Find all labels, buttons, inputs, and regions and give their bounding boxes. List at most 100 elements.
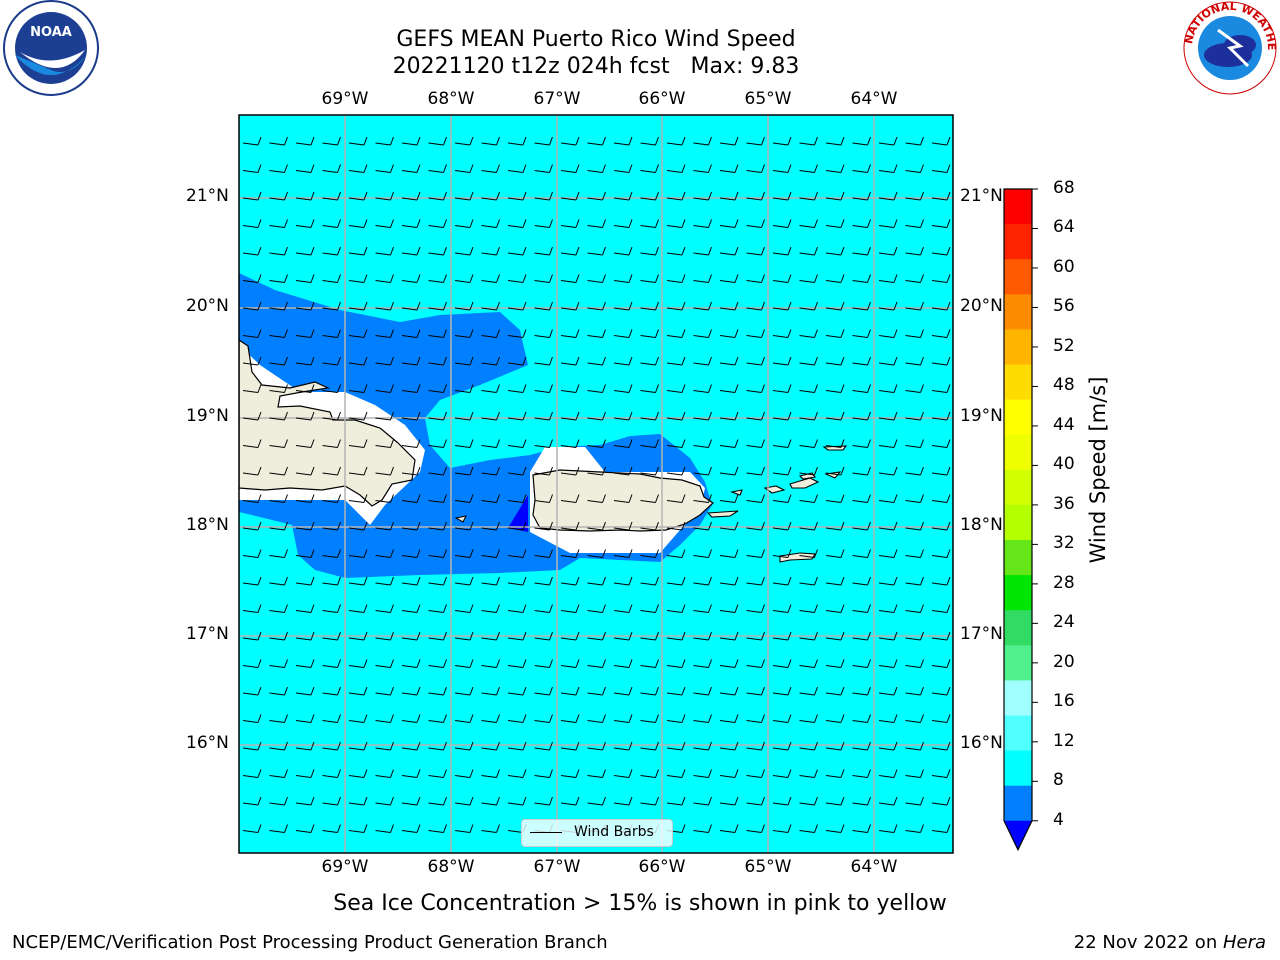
wind-barb <box>772 494 792 503</box>
wind-barb <box>507 466 527 476</box>
wind-barb <box>640 246 659 256</box>
wind-barb <box>507 219 527 228</box>
lon-label-bottom: 64°W <box>850 857 898 877</box>
wind-barb <box>931 301 951 311</box>
wind-barb <box>269 219 288 228</box>
wind-barb <box>772 714 792 723</box>
wind-barb <box>534 549 553 558</box>
wind-barb <box>746 384 765 393</box>
wind-barb <box>772 301 792 311</box>
wind-barb <box>746 356 765 366</box>
wind-barb <box>693 329 712 338</box>
wind-barb <box>852 301 871 311</box>
wind-barb <box>931 549 951 558</box>
wind-barb <box>560 549 580 558</box>
wind-barb <box>772 796 792 806</box>
footer-host: Hera <box>1222 932 1266 953</box>
puerto-rico-land <box>532 469 714 532</box>
wind-barb <box>746 494 765 503</box>
wind-barb <box>322 466 341 476</box>
wind-barb <box>799 246 818 256</box>
wind-barb <box>878 466 898 476</box>
wind-barb <box>640 301 659 311</box>
wind-barb <box>746 824 765 833</box>
wind-barb <box>587 274 606 283</box>
wind-barb <box>401 769 421 778</box>
wind-barb <box>269 494 288 503</box>
wind-barb <box>693 494 712 503</box>
colorbar-segment <box>1004 715 1032 752</box>
wind-barb <box>375 136 394 146</box>
wind-barb <box>931 824 951 833</box>
wind-barb <box>640 604 659 613</box>
wind-barb <box>719 824 739 833</box>
wind-barb <box>693 274 712 283</box>
wind-barb <box>746 631 765 641</box>
wind-barb <box>931 576 951 586</box>
wind-barb <box>852 439 871 448</box>
lon-label-bottom: 65°W <box>744 857 792 877</box>
wind-barb <box>481 604 500 613</box>
wind-barb <box>534 439 553 448</box>
wind-barb <box>640 521 659 531</box>
wind-barb <box>348 136 368 146</box>
wind-barb <box>719 604 739 613</box>
hispaniola-land <box>239 339 416 507</box>
wind-barb <box>693 384 712 393</box>
lon-label-bottom: 68°W <box>427 857 475 877</box>
wind-barb <box>666 714 686 723</box>
wind-barb <box>825 494 845 503</box>
wind-barb <box>507 136 527 146</box>
lat-label-right: 19°N <box>960 406 1003 426</box>
wind-barb <box>852 576 871 586</box>
wind-barb <box>613 549 633 558</box>
wind-barb <box>772 191 792 201</box>
legend-label: Wind Barbs <box>574 824 654 840</box>
chart-subtitle-line: 20221120 t12z 024h fcst Max: 9.83 <box>392 54 800 79</box>
wind-barb <box>613 219 633 228</box>
wind-barb <box>613 301 633 311</box>
wind-barb <box>905 136 924 146</box>
wind-barb <box>507 741 527 751</box>
wind-barb <box>454 384 474 393</box>
wind-barb <box>693 824 712 833</box>
wind-barb <box>693 466 712 476</box>
wind-barb <box>666 494 686 503</box>
wind-barb <box>295 191 315 201</box>
wind-barb <box>481 301 500 311</box>
wind-barb <box>454 686 474 696</box>
wind-barb <box>481 521 500 531</box>
wind-barb <box>587 164 606 173</box>
wind-barb <box>799 274 818 283</box>
wind-barb <box>799 439 818 448</box>
wind-barb <box>746 549 765 558</box>
wind-barb <box>242 494 262 503</box>
wind-barb <box>401 136 421 146</box>
wind-barb <box>401 686 421 696</box>
wind-barb <box>931 411 951 421</box>
wind-barb <box>878 219 898 228</box>
wind-barb <box>587 769 606 778</box>
wind-barb <box>242 686 262 696</box>
wind-barb <box>560 329 580 338</box>
wind-barb <box>666 356 686 366</box>
wind-barb <box>799 769 818 778</box>
wind-barb <box>242 136 262 146</box>
lat-label-right: 16°N <box>960 733 1003 753</box>
map-frame <box>238 114 954 854</box>
wind-barb <box>825 274 845 283</box>
wind-barb <box>587 356 606 366</box>
wind-barb <box>481 796 500 806</box>
wind-barb <box>719 411 739 421</box>
wind-barb <box>242 549 262 558</box>
wind-barb <box>905 796 924 806</box>
wind-barb <box>560 769 580 778</box>
wind-barb <box>454 741 474 751</box>
wind-barb <box>640 384 659 393</box>
wind-barb <box>454 466 474 476</box>
wind-barb <box>587 631 606 641</box>
wind-barb <box>799 466 818 476</box>
wind-barb <box>401 631 421 641</box>
wind-barb <box>613 659 633 668</box>
wind-barb <box>693 796 712 806</box>
